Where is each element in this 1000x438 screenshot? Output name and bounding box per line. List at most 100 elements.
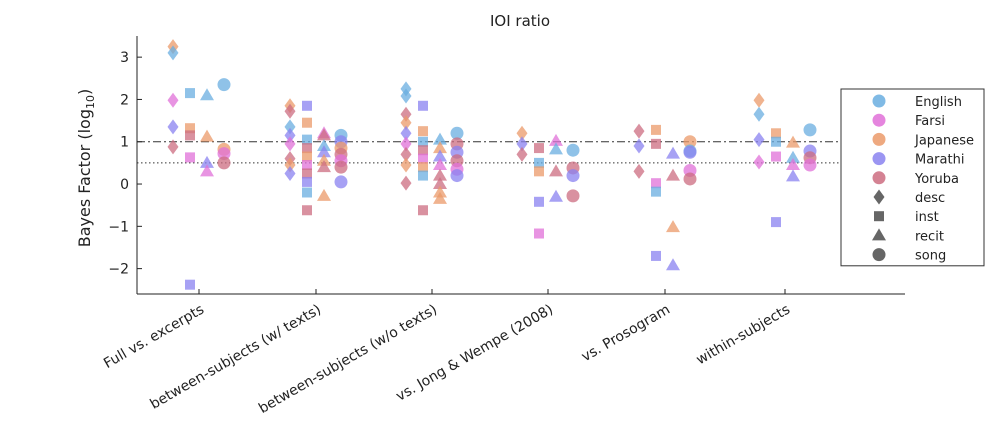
data-point-square-marathi — [185, 279, 195, 290]
data-point-circle-japanese — [683, 135, 697, 149]
data-point-triangle-yoruba — [666, 168, 680, 181]
data-point-circle-marathi — [334, 175, 348, 189]
data-point-diamond-japanese — [753, 92, 765, 108]
y-axis-label-close: ) — [75, 89, 94, 95]
data-point-square-yoruba — [185, 130, 195, 141]
data-point-square-japanese — [302, 151, 312, 162]
y-axis-label-subscript: 10 — [84, 95, 97, 109]
data-point-square-farsi — [418, 153, 428, 164]
data-point-triangle-japanese — [666, 220, 680, 233]
x-tick-label: vs. Prosogram — [579, 302, 673, 366]
data-point-square-japanese — [185, 123, 195, 134]
legend-label: Marathi — [915, 153, 964, 168]
legend-marker-square — [874, 211, 884, 222]
x-tick-label: between-subjects (w/o texts) — [256, 302, 440, 417]
data-point-square-farsi — [302, 160, 312, 170]
legend-label: inst — [915, 210, 939, 225]
data-point-square-farsi — [534, 228, 544, 239]
legend-swatch-english — [872, 94, 886, 108]
data-point-square-japanese — [418, 162, 428, 173]
data-point-square-yoruba — [651, 138, 661, 149]
data-point-diamond-japanese — [400, 157, 412, 173]
data-point-square-english — [418, 170, 428, 181]
data-point-triangle-japanese — [317, 153, 331, 166]
data-point-square-english — [418, 136, 428, 147]
data-point-diamond-marathi — [516, 136, 528, 152]
legend-label: recit — [915, 229, 944, 244]
data-point-square-marathi — [534, 196, 544, 207]
data-point-diamond-english — [400, 88, 412, 104]
data-point-square-farsi — [771, 151, 781, 162]
x-tick-label: within-subjects — [694, 302, 793, 369]
data-point-square-english — [302, 187, 312, 198]
data-point-square-yoruba — [302, 143, 312, 154]
y-tick-label: 1 — [120, 135, 129, 151]
legend-label: English — [915, 95, 962, 110]
chart-title: IOI ratio — [490, 12, 550, 30]
legend-marker-diamond — [873, 189, 885, 205]
data-point-diamond-japanese — [284, 157, 296, 173]
data-point-square-yoruba — [534, 143, 544, 154]
data-point-diamond-yoruba — [400, 175, 412, 191]
svg-text:Bayes Factor (log10): Bayes Factor (log10) — [75, 89, 97, 247]
data-points — [167, 39, 817, 290]
data-point-circle-yoruba — [334, 160, 348, 174]
legend-swatch-yoruba — [872, 171, 886, 185]
data-point-triangle-marathi — [317, 145, 331, 158]
y-tick-label: −1 — [108, 219, 129, 235]
y-tick-label: −2 — [108, 262, 129, 278]
data-point-diamond-yoruba — [633, 123, 645, 139]
legend-swatch-japanese — [872, 132, 886, 146]
y-axis-label: Bayes Factor (log — [75, 109, 94, 247]
data-point-circle-yoruba — [217, 156, 231, 170]
data-point-triangle-japanese — [200, 129, 214, 142]
data-point-triangle-marathi — [200, 155, 214, 168]
data-point-triangle-marathi — [433, 149, 447, 162]
legend-marker-circle — [872, 248, 886, 262]
data-point-square-english — [771, 136, 781, 147]
y-axis-label-group: Bayes Factor (log10) — [75, 89, 97, 247]
data-point-diamond-farsi — [753, 154, 765, 170]
data-point-circle-farsi — [217, 147, 231, 161]
data-point-square-yoruba — [302, 205, 312, 216]
data-point-square-japanese — [771, 128, 781, 139]
data-point-diamond-english — [284, 119, 296, 135]
data-point-square-english — [185, 88, 195, 99]
data-point-triangle-yoruba — [433, 177, 447, 190]
data-point-triangle-japanese — [433, 185, 447, 198]
data-point-triangle-japanese — [786, 135, 800, 148]
data-point-triangle-english — [549, 142, 563, 155]
legend-box — [840, 88, 985, 267]
data-point-square-japanese — [418, 126, 428, 137]
data-point-circle-farsi — [803, 158, 817, 172]
data-point-diamond-english — [753, 106, 765, 122]
data-point-triangle-farsi — [786, 158, 800, 170]
data-point-triangle-english — [433, 132, 447, 145]
data-point-diamond-marathi — [400, 125, 412, 141]
data-point-triangle-yoruba — [549, 164, 563, 177]
legend-label: Farsi — [915, 114, 945, 129]
x-tick-label: Full vs. excerpts — [101, 302, 207, 372]
legend-label: Japanese — [914, 133, 974, 148]
data-point-diamond-yoruba — [284, 103, 296, 119]
data-point-square-english — [651, 186, 661, 197]
data-point-square-farsi — [185, 152, 195, 163]
data-point-circle-marathi — [566, 169, 580, 183]
y-tick-label: 2 — [120, 92, 129, 108]
data-point-diamond-farsi — [400, 136, 412, 152]
data-point-triangle-yoruba — [317, 160, 331, 173]
data-point-diamond-japanese — [516, 125, 528, 141]
legend: English Farsi Japanese Marathi Yoruba desc ins… — [840, 88, 985, 267]
data-point-triangle-english — [317, 138, 331, 151]
data-point-square-english — [302, 134, 312, 145]
data-point-diamond-yoruba — [400, 146, 412, 162]
data-point-diamond-english — [167, 45, 179, 61]
data-point-circle-marathi — [450, 169, 464, 183]
data-point-triangle-yoruba — [433, 168, 447, 181]
data-point-triangle-english — [786, 150, 800, 163]
data-point-triangle-japanese — [433, 141, 447, 154]
data-point-square-japanese — [534, 166, 544, 177]
legend-label: desc — [915, 191, 945, 206]
data-point-triangle-marathi — [549, 189, 563, 202]
data-point-square-japanese — [302, 117, 312, 128]
